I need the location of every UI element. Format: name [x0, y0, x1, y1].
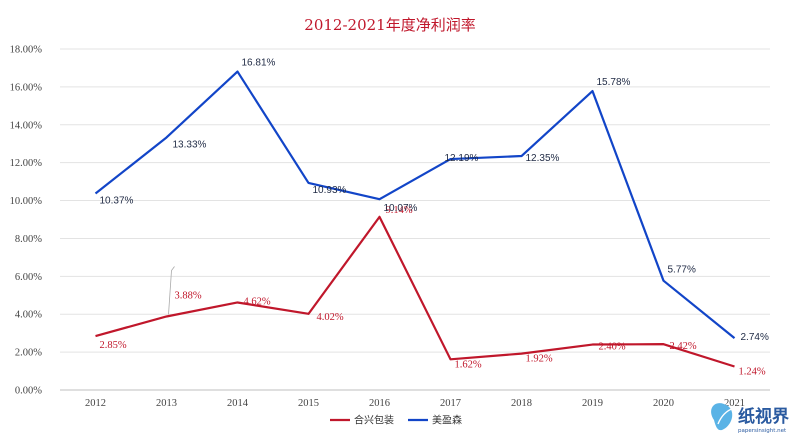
y-tick-label: 8.00% — [15, 234, 42, 245]
x-tick-label: 2015 — [298, 398, 319, 409]
data-label: 2.74% — [741, 332, 769, 343]
watermark-url: papersinsight.net — [738, 428, 787, 434]
data-label: 10.07% — [384, 203, 418, 214]
watermark-logo: 纸视界 papersinsight.net — [711, 403, 789, 434]
data-label: 12.19% — [445, 153, 479, 164]
y-tick-label: 0.00% — [15, 386, 42, 397]
series-lines — [94, 70, 736, 368]
x-tick-label: 2014 — [227, 398, 249, 409]
data-label: 2.40% — [599, 342, 626, 353]
data-label: 4.02% — [317, 312, 344, 323]
data-labels: 2.85% 3.88% 4.62% 4.02% 9.14% 1.62% 1.92% 2.40%… — [100, 58, 769, 378]
data-label: 2.85% — [100, 340, 127, 351]
gridlines — [60, 48, 770, 391]
series-line-hexing — [95, 215, 735, 368]
data-label: 13.33% — [173, 139, 207, 150]
x-tick-label: 2012 — [85, 398, 106, 409]
x-tick-label: 2020 — [653, 398, 674, 409]
chart-title: 2012-2021年度净利润率 — [304, 16, 475, 34]
y-tick-label: 6.00% — [15, 272, 42, 283]
watermark-brand: 纸视界 — [738, 406, 789, 427]
x-tick-label: 2017 — [440, 398, 461, 409]
x-tick-label: 2018 — [511, 398, 532, 409]
legend-label: 美盈森 — [432, 414, 462, 427]
data-label: 10.93% — [313, 185, 347, 196]
series-line-meiyingsen — [94, 70, 736, 339]
y-tick-label: 12.00% — [10, 158, 43, 169]
data-label: 12.35% — [526, 153, 560, 164]
data-label: 1.62% — [455, 359, 482, 370]
data-label: 9.14% — [386, 205, 413, 216]
y-axis: 0.00% 2.00% 4.00% 6.00% 8.00% 10.00% 12.00% 14.… — [10, 45, 43, 397]
y-tick-label: 16.00% — [10, 82, 43, 93]
data-label: 16.81% — [242, 58, 276, 69]
data-label: 15.78% — [597, 77, 631, 88]
legend: 合兴包装 美盈森 — [330, 414, 462, 427]
x-axis: 2012 2013 2014 2015 2016 2017 2018 2019 2020 2021 — [85, 398, 745, 409]
data-label: 2.42% — [670, 341, 697, 352]
data-label: 4.62% — [244, 296, 271, 307]
y-tick-label: 14.00% — [10, 120, 43, 131]
x-tick-label: 2021 — [724, 398, 745, 409]
label-leader-line — [168, 266, 175, 315]
legend-label: 合兴包装 — [354, 414, 394, 427]
data-label: 10.37% — [100, 196, 134, 207]
data-label: 3.88% — [175, 290, 202, 301]
y-tick-label: 2.00% — [15, 348, 42, 359]
y-tick-label: 10.00% — [10, 196, 43, 207]
x-tick-label: 2019 — [582, 398, 603, 409]
y-tick-label: 4.00% — [15, 310, 42, 321]
data-label: 1.24% — [739, 367, 766, 378]
data-label: 1.92% — [526, 354, 553, 365]
data-label: 5.77% — [668, 265, 696, 276]
x-tick-label: 2013 — [156, 398, 177, 409]
y-tick-label: 18.00% — [10, 45, 43, 56]
x-tick-label: 2016 — [369, 398, 390, 409]
